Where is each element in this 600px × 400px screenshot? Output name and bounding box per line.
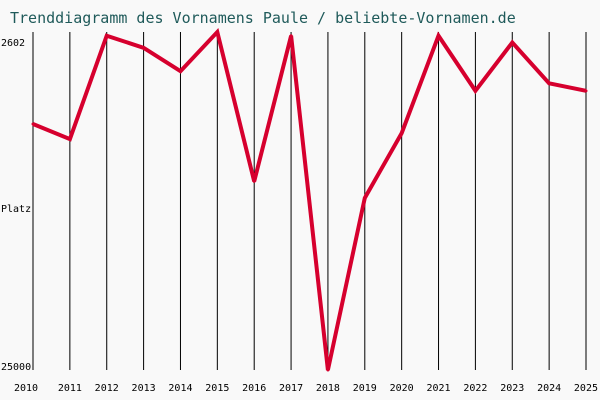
x-tick-2018: 2018 <box>316 383 340 394</box>
chart-title: Trenddiagramm des Vornamens Paule / beli… <box>10 9 516 27</box>
x-tick-2012: 2012 <box>95 383 119 394</box>
x-tick-2024: 2024 <box>537 383 561 394</box>
x-tick-2017: 2017 <box>279 383 303 394</box>
x-tick-2014: 2014 <box>168 383 192 394</box>
data-point-2023 <box>510 41 514 45</box>
grid-lines <box>32 32 587 370</box>
series-line <box>32 27 587 371</box>
x-tick-2015: 2015 <box>205 383 229 394</box>
data-point-2020 <box>400 131 404 135</box>
x-tick-2025: 2025 <box>574 383 598 394</box>
data-point-2025 <box>584 89 588 93</box>
data-point-2022 <box>473 89 477 93</box>
data-point-2019 <box>363 196 367 200</box>
y-tick-bottom: 25000 <box>1 362 31 373</box>
x-tick-2019: 2019 <box>353 383 377 394</box>
data-point-2010 <box>31 122 35 126</box>
data-point-2021 <box>437 34 441 38</box>
x-tick-2023: 2023 <box>500 383 524 394</box>
x-tick-2013: 2013 <box>132 383 156 394</box>
x-tick-2021: 2021 <box>426 383 450 394</box>
data-point-2016 <box>252 179 256 183</box>
data-point-2013 <box>142 46 146 50</box>
data-point-2011 <box>68 137 72 141</box>
x-tick-2022: 2022 <box>463 383 487 394</box>
data-point-2014 <box>178 69 182 73</box>
y-axis-label: Platz <box>1 204 31 215</box>
data-point-2017 <box>289 34 293 38</box>
x-tick-2011: 2011 <box>58 383 82 394</box>
x-tick-2020: 2020 <box>390 383 414 394</box>
x-tick-labels: 2010 2011 2012 2013 2014 2015 2016 2017 2018 2019… <box>14 383 598 394</box>
series-line-group <box>31 27 588 372</box>
data-point-2015 <box>215 30 219 34</box>
data-point-2024 <box>547 81 551 85</box>
data-point-2012 <box>105 34 109 38</box>
x-tick-2010: 2010 <box>14 383 38 394</box>
data-point-2018 <box>326 368 330 372</box>
x-tick-2016: 2016 <box>242 383 266 394</box>
y-tick-top: 2602 <box>1 38 25 49</box>
